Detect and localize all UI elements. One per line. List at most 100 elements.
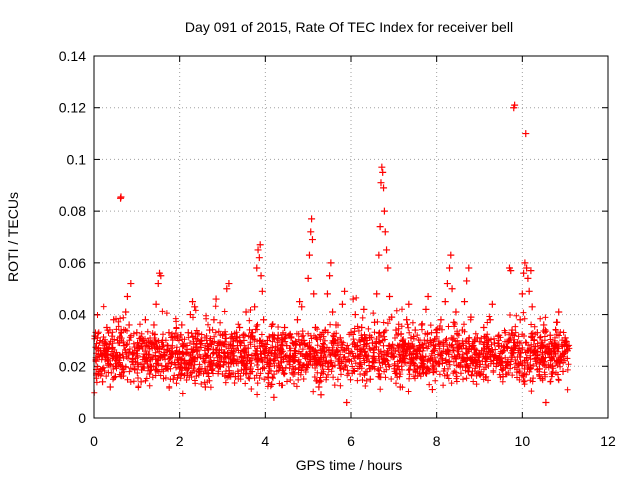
data-point: [349, 295, 357, 303]
data-point: [452, 308, 460, 316]
data-point: [418, 321, 426, 329]
data-point: [394, 362, 402, 370]
data-point: [263, 336, 271, 344]
data-point: [154, 280, 162, 288]
x-axis-label: GPS time / hours: [296, 457, 403, 473]
data-point: [353, 342, 361, 350]
data-point: [334, 357, 342, 365]
data-point: [289, 370, 297, 378]
data-point: [304, 274, 312, 282]
data-point: [493, 360, 501, 368]
data-point: [420, 357, 428, 365]
data-point: [454, 344, 462, 352]
data-point: [317, 391, 325, 399]
data-point: [199, 355, 207, 363]
data-point: [413, 365, 421, 373]
data-point: [272, 352, 280, 360]
data-point: [416, 342, 424, 350]
data-point: [461, 298, 469, 306]
data-point: [120, 342, 128, 350]
data-point: [141, 316, 149, 324]
data-point: [178, 321, 186, 329]
data-point: [116, 334, 124, 342]
data-point: [548, 362, 556, 370]
data-point: [180, 342, 188, 350]
data-point: [122, 308, 130, 316]
data-point: [428, 386, 436, 394]
data-point: [270, 393, 278, 401]
data-point: [371, 318, 379, 326]
data-point: [358, 324, 366, 331]
data-point: [443, 280, 451, 288]
data-point: [210, 316, 218, 324]
data-point: [343, 398, 351, 406]
data-point: [219, 331, 226, 339]
data-point: [469, 342, 477, 350]
data-point: [287, 334, 295, 342]
data-point: [305, 251, 313, 259]
data-point: [236, 324, 244, 331]
data-point: [456, 362, 464, 370]
data-point: [375, 251, 383, 259]
data-point: [133, 329, 141, 337]
data-band-marks: [91, 294, 573, 398]
data-point: [424, 292, 432, 300]
data-point: [338, 300, 346, 308]
data-point: [308, 236, 316, 244]
data-point: [139, 336, 147, 344]
x-tick-label: 10: [515, 433, 531, 449]
data-point: [386, 292, 394, 300]
data-point: [223, 285, 231, 293]
data-point: [522, 130, 530, 138]
data-points: [92, 101, 571, 406]
data-point: [242, 308, 250, 316]
data-point: [439, 339, 447, 347]
data-point: [146, 370, 154, 378]
data-point: [184, 329, 192, 337]
data-point: [401, 355, 409, 363]
data-point: [398, 336, 406, 344]
data-point: [206, 326, 214, 334]
data-point: [189, 298, 197, 306]
data-point: [251, 303, 259, 311]
data-point: [563, 347, 571, 355]
data-point: [341, 287, 349, 295]
data-point: [240, 336, 248, 344]
data-point: [383, 246, 391, 254]
data-point: [523, 264, 531, 272]
data-point: [540, 321, 548, 329]
data-point: [533, 329, 541, 337]
data-point: [531, 355, 539, 363]
data-point: [441, 298, 449, 306]
data-point: [260, 316, 268, 324]
data-point: [174, 334, 182, 342]
data-point: [135, 344, 143, 352]
data-point: [321, 326, 329, 334]
data-point: [380, 184, 388, 192]
data-point: [465, 264, 473, 272]
data-point: [527, 267, 535, 275]
data-point: [111, 373, 119, 381]
data-point: [256, 241, 264, 249]
data-point: [193, 347, 201, 355]
data-point: [409, 349, 417, 357]
data-point: [278, 365, 286, 373]
data-point: [221, 349, 229, 357]
data-point: [447, 251, 455, 259]
data-point: [508, 326, 516, 334]
data-point: [186, 311, 194, 319]
data-point: [332, 321, 340, 329]
data-point: [106, 383, 114, 391]
y-tick-label: 0.08: [59, 203, 86, 219]
x-tick-label: 6: [347, 433, 355, 449]
data-point: [163, 362, 171, 370]
data-point: [244, 344, 252, 352]
data-point: [274, 331, 282, 339]
data-point: [238, 357, 246, 365]
data-point: [150, 321, 158, 329]
data-point: [246, 365, 254, 373]
data-point: [315, 383, 323, 391]
data-point: [229, 352, 237, 360]
data-point: [123, 292, 131, 300]
data-point: [261, 347, 269, 355]
